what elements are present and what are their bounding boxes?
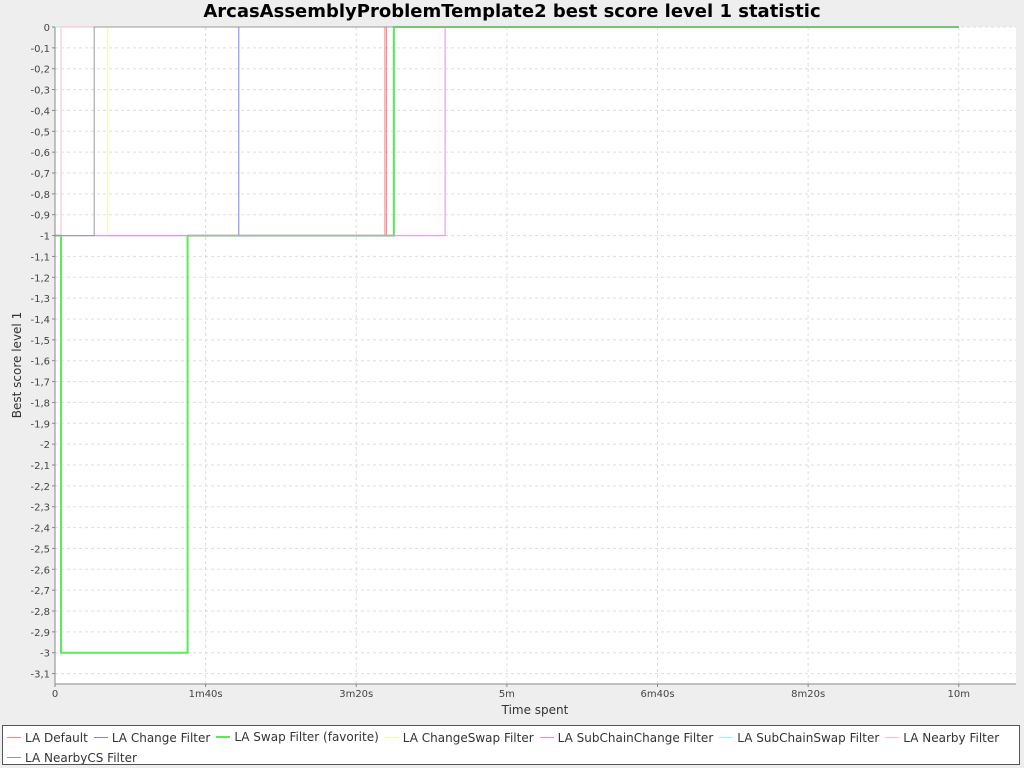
y-tick-label: -0,2: [30, 65, 50, 76]
x-tick-label: 5m: [499, 689, 515, 700]
x-tick-label: 6m40s: [640, 689, 674, 700]
x-axis-label: Time spent: [501, 703, 569, 717]
y-tick-label: -0,4: [30, 106, 50, 117]
y-tick-label: -1,9: [30, 419, 50, 430]
legend-label: LA Nearby Filter: [903, 730, 1000, 745]
x-tick-label: 0: [52, 689, 58, 700]
legend-label: LA Swap Filter (favorite): [234, 730, 379, 744]
y-tick-label: -2,4: [30, 524, 50, 535]
y-tick-label: -2,8: [30, 607, 50, 618]
y-tick-label: -0,8: [30, 190, 50, 201]
legend-label: LA Change Filter: [111, 730, 211, 745]
y-tick-label: -0,6: [30, 148, 50, 159]
legend-item: LA ChangeSwap Filter: [384, 728, 534, 747]
legend-swatch: [7, 737, 21, 738]
y-tick-label: -0,7: [30, 169, 50, 180]
chart-legend: LA Default LA Change Filter LA Swap Filter…: [2, 725, 1020, 765]
y-tick-label: -3,1: [30, 670, 50, 681]
y-tick-label: -1: [40, 232, 50, 243]
y-tick-label: -2,7: [30, 586, 50, 597]
y-tick-label: -1,5: [30, 336, 50, 347]
y-tick-label: -0,5: [30, 127, 50, 138]
y-tick-label: 0: [44, 23, 50, 34]
legend-label: LA NearbyCS Filter: [25, 750, 137, 765]
y-axis-label: Best score level 1: [10, 312, 24, 418]
x-tick-label: 1m40s: [189, 689, 223, 700]
legend-swatch: [885, 737, 900, 738]
x-tick-label: 8m20s: [791, 689, 825, 700]
x-tick-label: 10m: [948, 689, 970, 700]
y-tick-label: -0,3: [30, 86, 50, 97]
legend-label: LA SubChainChange Filter: [557, 730, 714, 745]
legend-label: LA SubChainSwap Filter: [737, 730, 880, 745]
legend-item: LA Default: [7, 728, 88, 747]
series-line-2: [55, 26, 959, 654]
y-tick-label: -2,9: [30, 628, 50, 639]
legend-swatch: [7, 757, 21, 758]
chart-plot: 0 -0,1 -0,2 -0,3 -0,4 -0,5 -0,6 -0,7 -0,8 -0,9 -1 -…: [10, 23, 1016, 717]
series-lines: [55, 26, 959, 654]
legend-item: LA Change Filter: [93, 728, 211, 747]
y-tick-label: -2,5: [30, 544, 50, 555]
y-tick-label: -1,3: [30, 294, 50, 305]
legend-label: LA ChangeSwap Filter: [402, 730, 534, 745]
y-tick-label: -2: [40, 440, 50, 451]
x-tick-label: 3m20s: [339, 689, 373, 700]
legend-label: LA Default: [25, 730, 88, 745]
tick-labels: 0 -0,1 -0,2 -0,3 -0,4 -0,5 -0,6 -0,7 -0,8 -0,9 -1 -…: [30, 23, 970, 700]
y-tick-label: -1,8: [30, 398, 50, 409]
axes: [54, 27, 1016, 685]
y-tick-label: -1,2: [30, 273, 50, 284]
legend-swatch: [216, 736, 231, 738]
legend-item: LA Nearby Filter: [885, 728, 999, 747]
legend-swatch: [719, 737, 734, 738]
legend-item: LA SubChainChange Filter: [539, 728, 714, 747]
y-tick-label: -1,7: [30, 378, 50, 389]
legend-item: LA SubChainSwap Filter: [719, 728, 879, 747]
grid-lines: [54, 26, 1016, 684]
legend-item: LA NearbyCS Filter: [7, 748, 137, 767]
plot-area: [55, 27, 1016, 684]
y-tick-label: -1,1: [30, 252, 50, 263]
y-tick-label: -1,4: [30, 315, 50, 326]
y-tick-label: -2,6: [30, 565, 50, 576]
y-tick-label: -2,3: [30, 503, 50, 514]
legend-swatch: [93, 737, 108, 738]
legend-swatch: [539, 737, 554, 738]
legend-swatch: [384, 737, 399, 738]
y-tick-label: -2,2: [30, 482, 50, 493]
series-line-7: [55, 26, 959, 237]
y-tick-label: -2,1: [30, 461, 50, 472]
y-tick-label: -0,9: [30, 211, 50, 222]
y-tick-label: -1,6: [30, 357, 50, 368]
chart-title: ArcasAssemblyProblemTemplate2 best score…: [203, 1, 821, 22]
legend-item: LA Swap Filter (favorite): [216, 728, 379, 747]
y-tick-label: -3: [40, 649, 50, 660]
y-tick-label: -0,1: [30, 44, 50, 55]
